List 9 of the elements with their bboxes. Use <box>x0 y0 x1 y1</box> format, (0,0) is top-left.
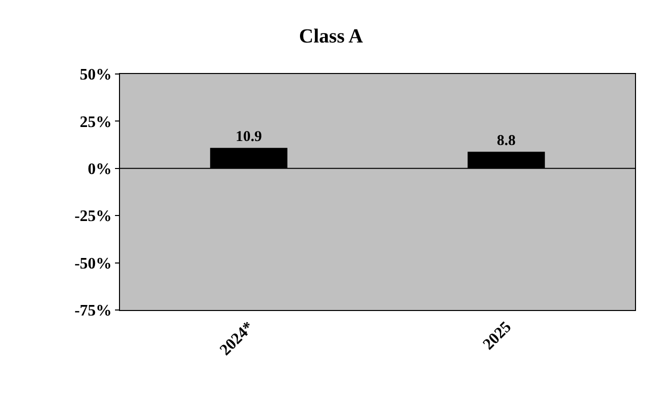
y-tick-label: -75% <box>74 302 112 320</box>
y-tick-label: 25% <box>80 114 112 131</box>
y-tick-label: 0% <box>88 161 112 178</box>
chart-title: Class A <box>299 26 364 48</box>
data-label: 10.9 <box>236 128 262 145</box>
data-label: 8.8 <box>496 132 516 149</box>
y-tick-label: 50% <box>80 66 112 84</box>
y-tick-label: -50% <box>74 255 112 272</box>
y-tick-label: -25% <box>74 208 112 226</box>
